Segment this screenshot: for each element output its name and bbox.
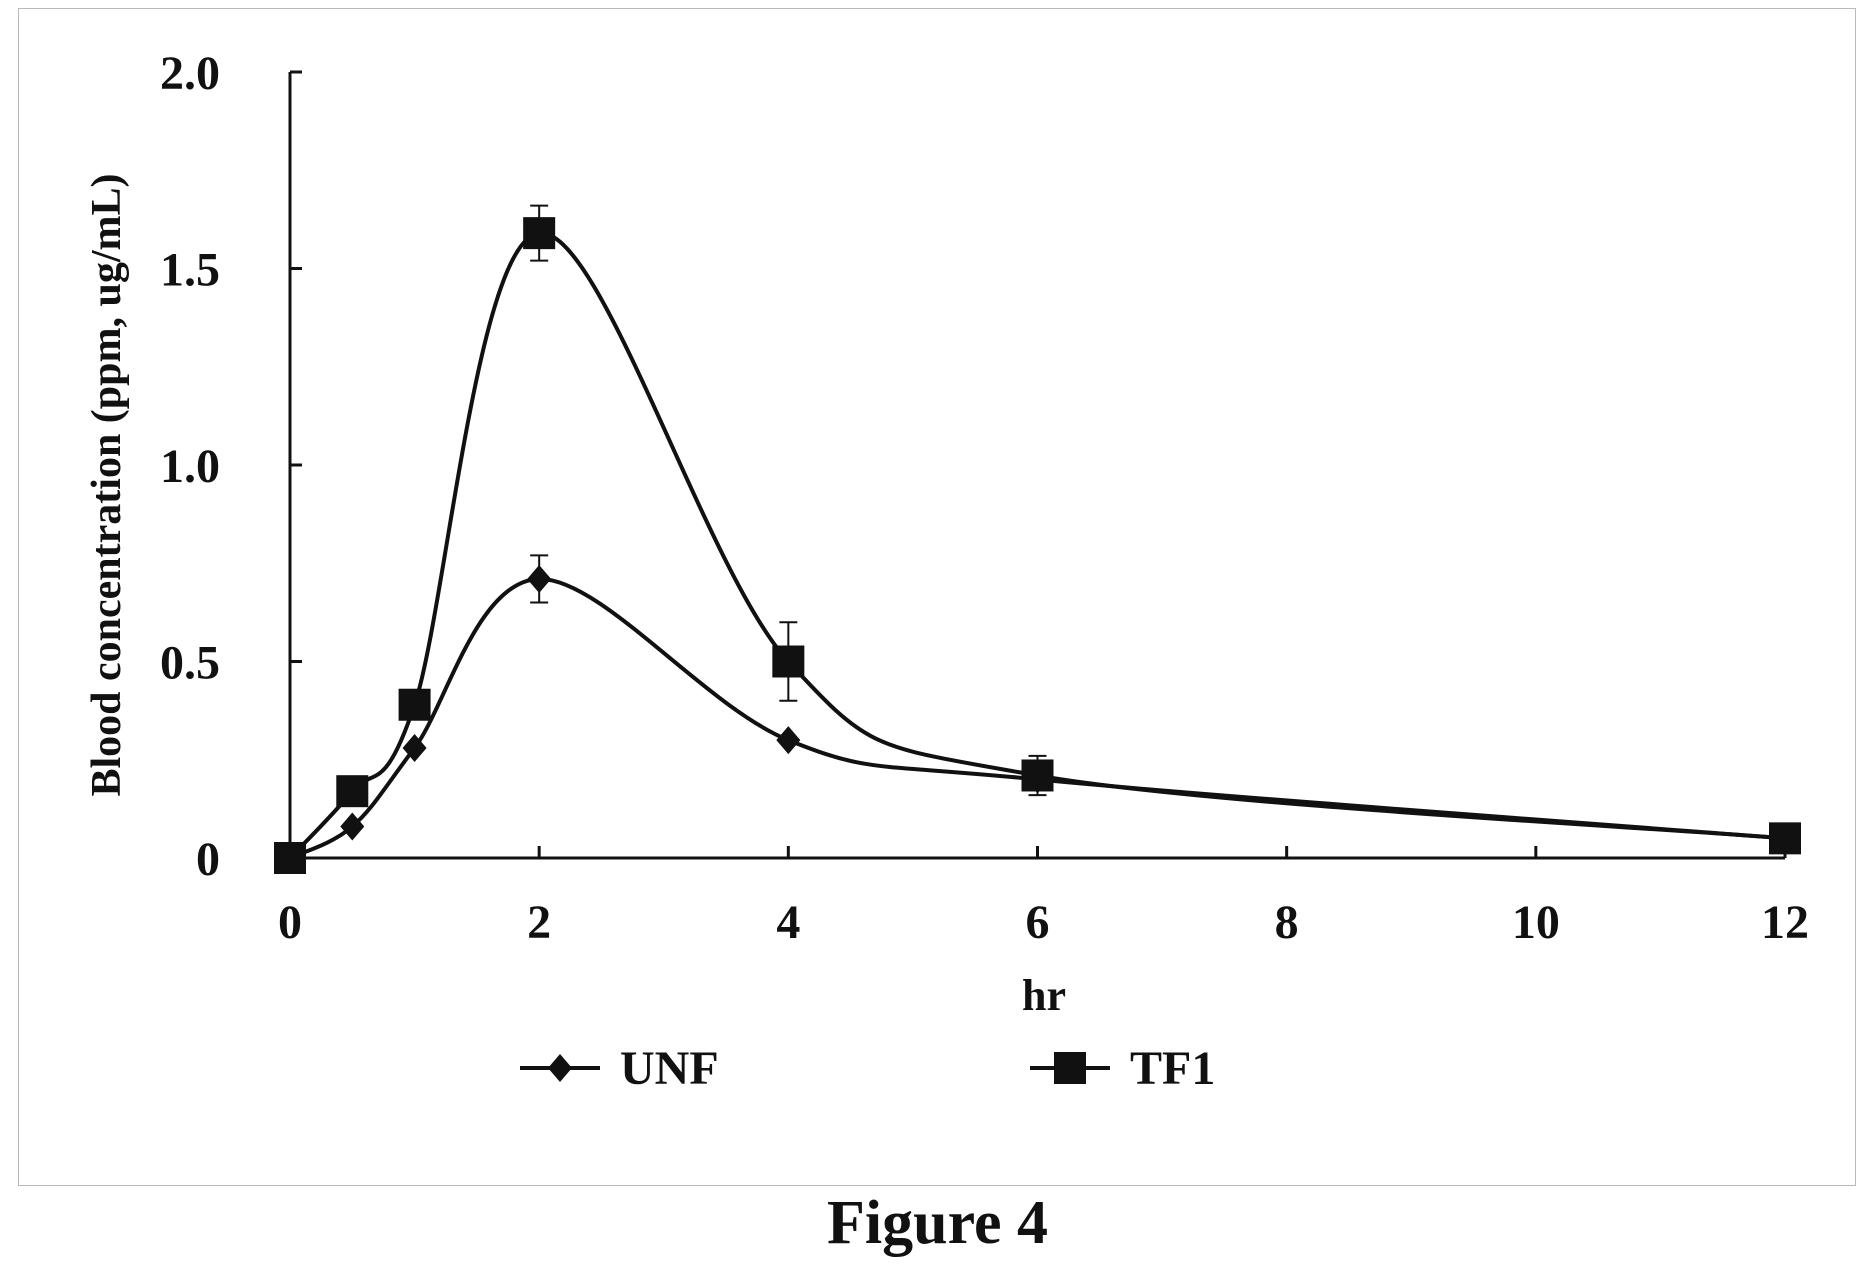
chart: 0 0.5 1.0 1.5 2.0 0 2 4 6 8 10 12 hr Blood concentr… [84,47,1809,1095]
y-axis-label: Blood concentration (ppm, ug/mL) [84,173,130,796]
data-point-unf [776,726,801,755]
y-tick-label: 0 [196,833,220,886]
x-tick-label: 8 [1275,896,1299,949]
legend-marker-tf1 [1054,1052,1086,1084]
y-tick-label: 1.0 [160,440,220,493]
data-point-unf [402,733,427,762]
data-point-tf1 [1021,759,1054,792]
y-tick-label: 2.0 [160,47,220,100]
legend-marker-unf [548,1054,572,1082]
data-point-tf1 [523,217,556,250]
data-point-tf1 [772,645,805,678]
x-tick-label: 2 [527,896,551,949]
data-point-unf [340,812,365,841]
x-tick-label: 0 [278,896,302,949]
series-line-unf [289,576,1786,860]
data-point-unf [527,564,552,593]
data-point-tf1 [398,688,431,721]
data-point-tf1 [1769,822,1801,855]
markers [274,204,1801,874]
x-tick-label: 4 [776,896,800,949]
axes: 0 0.5 1.0 1.5 2.0 0 2 4 6 8 10 12 [160,47,1809,949]
series-line-tf1 [288,231,1786,860]
curves [288,231,1786,860]
legend-label-unf: UNF [620,1042,719,1095]
x-tick-label: 12 [1761,896,1809,949]
legend-label-tf1: TF1 [1130,1042,1215,1095]
y-tick-label: 1.5 [160,244,220,297]
figure-caption: Figure 4 [827,1189,1048,1257]
figure-frame [18,8,1856,1186]
legend: UNF TF1 [520,1042,1215,1095]
x-axis-label: hr [1022,971,1066,1020]
data-point-tf1 [336,775,369,808]
x-tick-label: 6 [1026,896,1050,949]
y-tick-label: 0.5 [160,637,220,690]
x-tick-label: 10 [1512,896,1560,949]
data-point-tf1 [274,842,306,874]
